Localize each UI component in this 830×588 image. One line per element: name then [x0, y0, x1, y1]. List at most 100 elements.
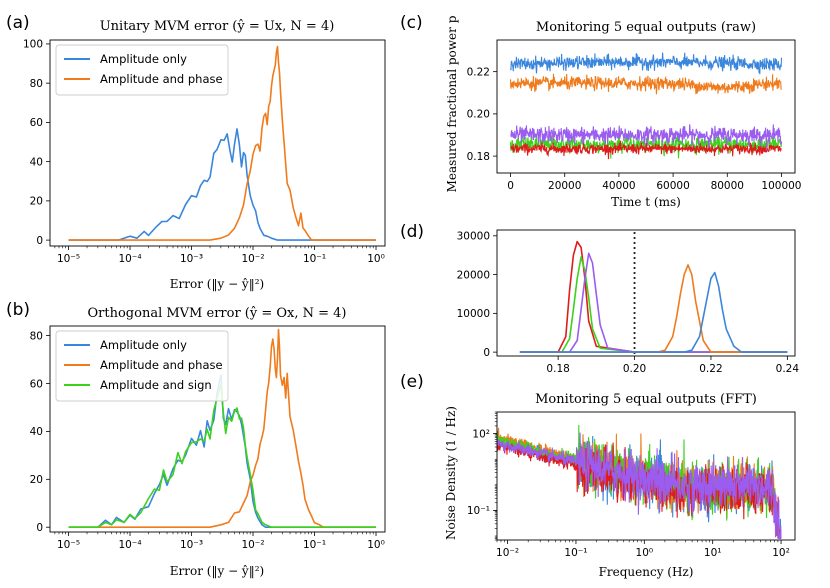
legend-a — [55, 44, 229, 96]
x-tick-label-b-3: 10⁻² — [241, 539, 264, 551]
chart-a-title: Unitary MVM error (ŷ = Ux, N = 4) — [100, 19, 335, 34]
plot-area-b — [68, 328, 376, 529]
legend-label-a-0: Amplitude only — [100, 52, 187, 66]
y-tick-label-c-0: 0.18 — [467, 151, 490, 163]
chart-c-ylabel: Measured fractional power p — [445, 15, 459, 192]
series-line-c-0 — [509, 52, 783, 75]
chart-c-xlabel: Time t (ms) — [611, 195, 681, 209]
y-tick-label-a-1: 20 — [30, 196, 43, 208]
series-line-e-4 — [497, 432, 782, 540]
x-tick-label-c-2: 40000 — [602, 180, 635, 192]
x-tick-label-b-2: 10⁻³ — [180, 539, 203, 551]
y-tick-label-b-4: 80 — [30, 330, 43, 342]
y-tick-label-b-3: 60 — [30, 378, 43, 390]
panel-label-e: (e) — [400, 372, 424, 392]
x-tick-label-d-1: 0.20 — [623, 363, 646, 375]
series-line-b-0 — [68, 374, 376, 529]
legend-label-b-2: Amplitude and sign — [100, 378, 212, 392]
chart-a-xlabel: Error (‖y − ŷ‖²) — [170, 277, 264, 291]
chart-b-title: Orthogonal MVM error (ŷ = Ox, N = 4) — [88, 306, 347, 321]
series-line-d-1 — [519, 256, 788, 353]
y-tick-label-d-2: 20000 — [457, 269, 490, 281]
x-tick-label-d-3: 0.24 — [776, 363, 800, 375]
plot-frame-e — [496, 411, 796, 541]
x-tick-label-a-5: 10⁰ — [367, 253, 385, 265]
y-tick-label-a-5: 100 — [23, 39, 43, 51]
plot-area-a — [68, 45, 376, 241]
y-tick-label-a-3: 60 — [30, 117, 43, 129]
series-line-a-0 — [68, 128, 376, 241]
plot-frame-c — [496, 39, 796, 174]
series-line-c-3 — [510, 124, 783, 151]
chart-unitary-mvm-error: 10⁻⁵ 10⁻⁴ 10⁻³ 10⁻² 10⁻¹ 10⁰ 0 20 40 60 80 100 Ampli… — [23, 39, 386, 265]
y-tick-label-a-0: 0 — [36, 235, 43, 247]
panel-label-c: (c) — [400, 13, 423, 33]
x-tick-label-b-1: 10⁻⁴ — [118, 539, 141, 551]
chart-monitoring-fft: 10⁻² 10⁻¹ 10⁰ 10¹ 10² 10⁻¹ 10² — [467, 411, 796, 559]
x-tick-label-a-1: 10⁻⁴ — [118, 253, 141, 265]
legend-b — [55, 330, 229, 402]
y-tick-label-c-2: 0.22 — [467, 66, 490, 78]
y-tick-label-a-2: 40 — [30, 156, 43, 168]
x-tick-label-d-2: 0.22 — [699, 363, 722, 375]
panel-label-b: (b) — [6, 300, 30, 320]
x-tick-label-b-4: 10⁻¹ — [303, 539, 326, 551]
plot-area-c — [509, 52, 783, 160]
plot-area-e — [497, 424, 782, 540]
x-tick-label-e-3: 10¹ — [704, 547, 722, 559]
series-line-c-4 — [510, 140, 782, 160]
x-tick-label-a-2: 10⁻³ — [180, 253, 203, 265]
x-tick-label-c-4: 80000 — [711, 180, 744, 192]
x-tick-label-c-1: 20000 — [548, 180, 581, 192]
y-tick-label-d-0: 0 — [483, 347, 490, 359]
x-tick-label-c-3: 60000 — [656, 180, 689, 192]
plot-area-d — [519, 232, 788, 356]
chart-c-title: Monitoring 5 equal outputs (raw) — [536, 20, 756, 35]
y-tick-label-e-0: 10⁻¹ — [467, 505, 490, 517]
plot-frame-d — [496, 229, 796, 357]
y-tick-label-d-3: 30000 — [457, 231, 490, 243]
series-line-d-0 — [519, 240, 788, 353]
series-line-d-2 — [519, 252, 788, 353]
x-tick-label-a-3: 10⁻² — [241, 253, 264, 265]
x-tick-label-a-0: 10⁻⁵ — [57, 253, 80, 265]
y-tick-label-b-1: 20 — [30, 474, 43, 486]
plot-frame-a — [49, 39, 386, 247]
series-line-c-1 — [509, 73, 783, 95]
x-tick-label-e-2: 10⁰ — [636, 547, 654, 559]
plot-frame-b — [49, 325, 386, 533]
y-tick-label-c-1: 0.20 — [467, 109, 490, 121]
y-tick-label-a-4: 80 — [30, 78, 43, 90]
y-tick-label-d-1: 10000 — [457, 308, 490, 320]
chart-e-xlabel: Frequency (Hz) — [599, 565, 694, 579]
chart-orthogonal-mvm-error: 10⁻⁵ 10⁻⁴ 10⁻³ 10⁻² 10⁻¹ 10⁰ 0 20 40 60 80 Amplitud… — [30, 325, 386, 551]
series-line-d-4 — [519, 271, 788, 353]
x-tick-label-c-5: 100000 — [761, 180, 801, 192]
series-line-a-1 — [68, 45, 376, 241]
chart-histogram: 0.18 0.20 0.22 0.24 0 10000 20000 30000 — [457, 229, 800, 375]
x-tick-label-c-0: 0 — [507, 180, 514, 192]
y-tick-label-b-0: 0 — [36, 522, 43, 534]
legend-label-b-1: Amplitude and phase — [100, 358, 223, 372]
y-tick-label-b-2: 40 — [30, 426, 43, 438]
series-line-b-2 — [68, 383, 376, 529]
chart-b-xlabel: Error (‖y − ŷ‖²) — [170, 564, 264, 578]
x-tick-label-a-4: 10⁻¹ — [303, 253, 326, 265]
x-tick-label-b-0: 10⁻⁵ — [57, 539, 80, 551]
x-tick-label-d-0: 0.18 — [546, 363, 569, 375]
chart-e-title: Monitoring 5 equal outputs (FFT) — [535, 392, 757, 407]
legend-label-b-0: Amplitude only — [100, 338, 187, 352]
series-line-d-3 — [519, 264, 788, 353]
x-tick-label-e-0: 10⁻² — [496, 547, 519, 559]
panel-label-d: (d) — [400, 222, 424, 242]
x-tick-label-e-1: 10⁻¹ — [564, 547, 587, 559]
y-tick-label-e-1: 10² — [472, 428, 490, 440]
chart-monitoring-raw: 0 20000 40000 60000 80000 100000 0.18 0.20 0.22 — [467, 39, 802, 192]
x-tick-label-e-4: 10² — [772, 547, 790, 559]
series-line-b-1 — [68, 328, 376, 529]
chart-e-ylabel: Noise Density (1 / Hz) — [444, 406, 458, 540]
legend-label-a-1: Amplitude and phase — [100, 72, 223, 86]
x-tick-label-b-5: 10⁰ — [367, 539, 385, 551]
panel-label-a: (a) — [6, 13, 30, 33]
